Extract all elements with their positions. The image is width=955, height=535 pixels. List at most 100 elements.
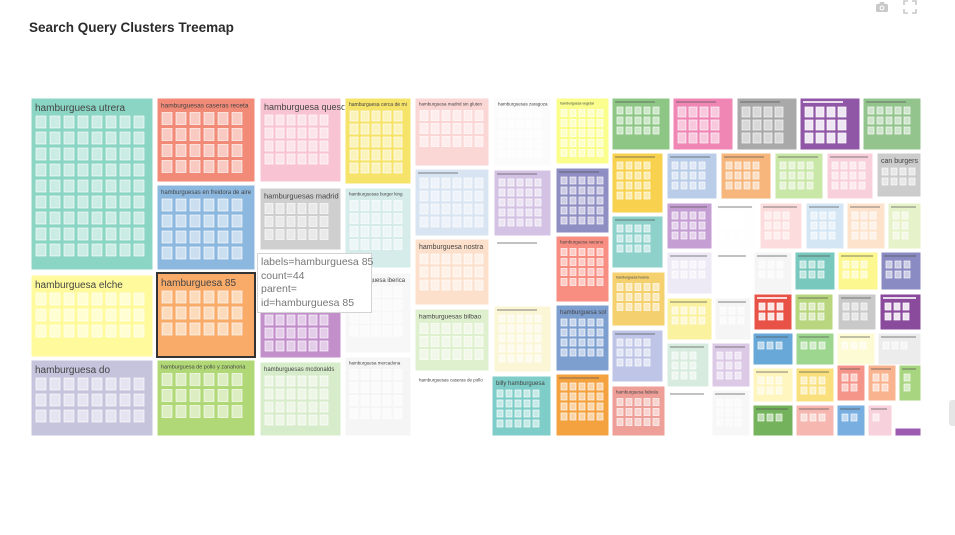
sub-cell[interactable] [119, 243, 131, 257]
sub-cell[interactable] [371, 123, 381, 135]
sub-cell[interactable] [688, 132, 698, 144]
sub-cell[interactable] [452, 177, 462, 189]
sub-cell[interactable] [474, 123, 484, 134]
sub-cell[interactable] [286, 140, 296, 152]
sub-cell[interactable] [808, 302, 816, 311]
sub-cell[interactable] [764, 231, 772, 240]
sub-cell[interactable] [851, 221, 859, 230]
sub-cell[interactable] [797, 181, 805, 190]
sub-cell[interactable] [452, 110, 462, 121]
sub-cell[interactable] [804, 119, 814, 131]
sub-cell[interactable] [634, 244, 642, 253]
sub-cell[interactable] [231, 373, 243, 386]
sub-cell[interactable] [49, 115, 61, 129]
sub-cell[interactable] [625, 293, 633, 301]
sub-cell[interactable] [534, 267, 542, 276]
sub-cell[interactable] [849, 181, 857, 190]
sub-cell[interactable] [634, 116, 642, 125]
sub-cell[interactable] [525, 178, 533, 187]
sub-cell[interactable] [831, 161, 839, 170]
sub-cell[interactable] [119, 163, 131, 177]
treemap-cell[interactable]: hamburguesa de pollo y zanahoria [156, 359, 256, 437]
sub-cell[interactable] [634, 234, 642, 243]
sub-cell[interactable] [474, 110, 484, 121]
sub-cell[interactable] [463, 110, 473, 121]
sub-cell[interactable] [231, 128, 243, 141]
sub-cell[interactable] [578, 119, 586, 127]
sub-cell[interactable] [698, 260, 706, 269]
sub-cell[interactable] [231, 214, 243, 228]
sub-cell[interactable] [49, 243, 61, 257]
sub-cell[interactable] [616, 106, 624, 115]
sub-cell[interactable] [850, 373, 858, 382]
sub-cell[interactable] [382, 408, 392, 419]
sub-cell[interactable] [371, 299, 381, 311]
sub-cell[interactable] [371, 325, 381, 337]
sub-cell[interactable] [474, 399, 484, 410]
sub-cell[interactable] [319, 203, 329, 214]
sub-cell[interactable] [382, 123, 392, 135]
sub-cell[interactable] [525, 208, 533, 217]
sub-cell[interactable] [474, 386, 484, 397]
sub-cell[interactable] [349, 110, 359, 122]
treemap-cell[interactable] [795, 367, 835, 403]
treemap-cell[interactable]: hamburguesas bilbao [414, 308, 490, 372]
treemap-cell[interactable] [877, 332, 922, 366]
sub-cell[interactable] [643, 181, 651, 190]
sub-cell[interactable] [671, 211, 679, 220]
sub-cell[interactable] [587, 196, 595, 205]
sub-cell[interactable] [634, 283, 642, 291]
sub-cell[interactable] [837, 106, 847, 118]
sub-cell[interactable] [534, 188, 542, 197]
sub-cell[interactable] [105, 147, 117, 161]
sub-cell[interactable] [634, 408, 642, 416]
sub-cell[interactable] [806, 161, 814, 170]
sub-cell[interactable] [297, 388, 307, 400]
sub-cell[interactable] [349, 123, 359, 135]
sub-cell[interactable] [818, 386, 826, 395]
sub-cell[interactable] [900, 341, 908, 350]
sub-cell[interactable] [175, 389, 187, 402]
sub-cell[interactable] [596, 216, 604, 225]
sub-cell[interactable] [725, 398, 733, 407]
sub-cell[interactable] [578, 392, 586, 401]
sub-cell[interactable] [419, 386, 429, 397]
sub-cell[interactable] [474, 136, 484, 147]
sub-cell[interactable] [496, 409, 504, 418]
sub-cell[interactable] [419, 349, 429, 360]
sub-cell[interactable] [616, 398, 624, 406]
sub-cell[interactable] [133, 377, 145, 391]
sub-cell[interactable] [91, 377, 103, 391]
treemap-cell[interactable]: hamburguesa utrera [30, 97, 154, 271]
sub-cell[interactable] [643, 234, 651, 243]
sub-cell[interactable] [319, 388, 329, 400]
sub-cell[interactable] [671, 231, 679, 240]
sub-cell[interactable] [525, 287, 533, 296]
sub-cell[interactable] [516, 247, 524, 256]
sub-cell[interactable] [507, 178, 515, 187]
sub-cell[interactable] [569, 109, 577, 117]
sub-cell[interactable] [743, 181, 751, 190]
sub-cell[interactable] [643, 293, 651, 301]
sub-cell[interactable] [119, 393, 131, 407]
sub-cell[interactable] [596, 129, 604, 137]
sub-cell[interactable] [349, 239, 359, 250]
sub-cell[interactable] [371, 136, 381, 148]
sub-cell[interactable] [716, 351, 724, 360]
sub-cell[interactable] [498, 150, 506, 158]
sub-cell[interactable] [867, 116, 875, 125]
sub-cell[interactable] [841, 383, 849, 392]
sub-cell[interactable] [349, 200, 359, 211]
sub-cell[interactable] [858, 171, 866, 180]
sub-cell[interactable] [35, 131, 47, 145]
sub-cell[interactable] [689, 270, 697, 279]
sub-cell[interactable] [560, 258, 568, 266]
sub-cell[interactable] [902, 302, 910, 311]
sub-cell[interactable] [652, 293, 660, 301]
sub-cell[interactable] [463, 399, 473, 410]
sub-cell[interactable] [286, 153, 296, 165]
treemap-cell[interactable] [879, 293, 922, 331]
sub-cell[interactable] [161, 144, 173, 157]
sub-cell[interactable] [767, 312, 775, 321]
treemap-cell[interactable] [774, 152, 824, 200]
